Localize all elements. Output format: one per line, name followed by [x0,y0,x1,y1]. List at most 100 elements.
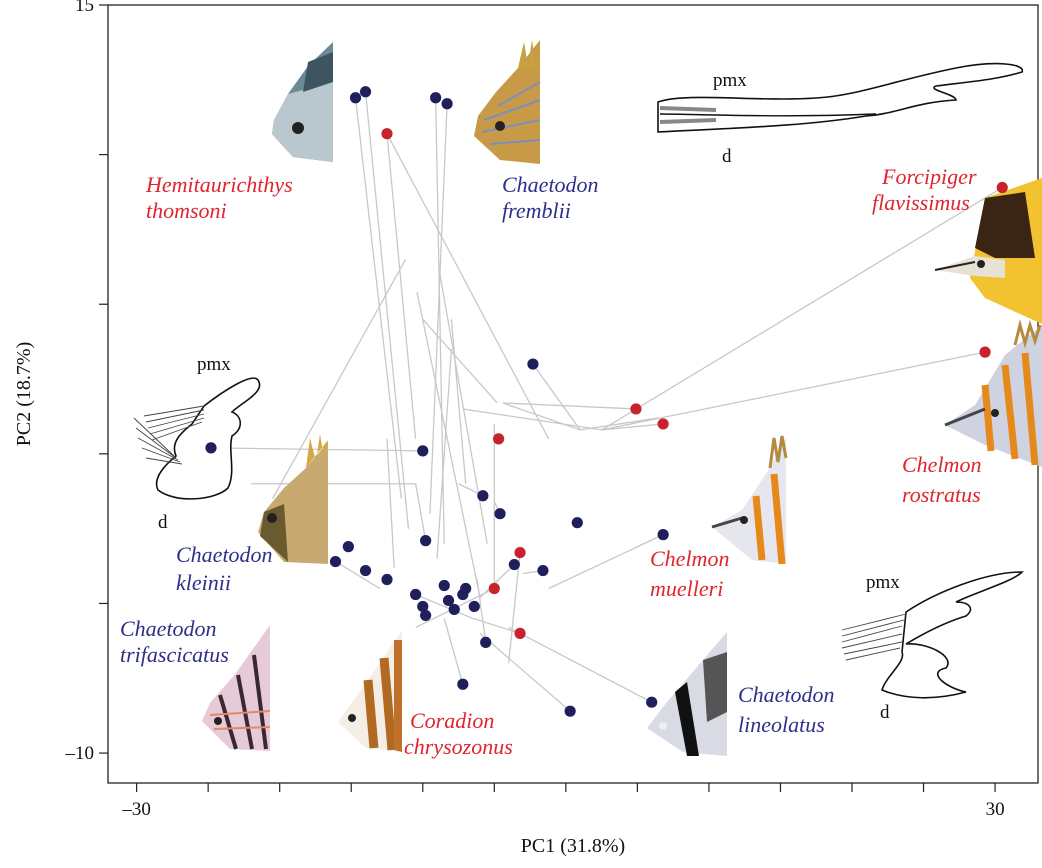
data-point-chaetodon [646,696,658,708]
data-point-chaetodon [527,358,539,370]
fish-photo-coradion [338,630,402,752]
data-point-other [630,403,642,415]
data-point-chaetodon [448,603,460,616]
tree-edge [532,363,581,431]
data-point-chaetodon [441,98,453,110]
tree-edge [502,402,581,431]
species-label-kleinii: Chaetodon kleinii [176,542,273,595]
jaw-label-pmx-right: pmx [866,572,900,593]
species-label-lineolatus-genus: Chaetodon [738,682,835,707]
tree-edge [462,408,602,431]
data-point-chaetodon [537,564,549,577]
jaw-label-d-left: d [158,512,168,533]
species-label-forcipiger-genus: Forcipiger [881,164,977,189]
tree-edge [436,349,453,559]
tree-edge [386,438,395,568]
species-label-chelmon-muelleri-genus: Chelmon [650,546,729,571]
tree-edge [601,351,986,431]
tree-edge [422,318,498,404]
tree-edge [507,552,521,664]
data-point-chaetodon [571,517,583,529]
y-axis-ticks: 15 –10 [65,0,108,764]
species-label-lineolatus-species: lineolatus [738,712,825,737]
species-label-coradion-species: chrysozonus [404,734,513,759]
tree-edge [502,402,636,410]
tree-edge [271,259,407,500]
fish-photo-forcipiger [934,178,1042,324]
fish-photo-chelmon-rostratus [944,319,1042,467]
y-tick-label: 15 [75,0,94,16]
data-point-other [514,627,526,639]
fish-photo-hemitaurichthys [272,42,333,162]
data-point-chaetodon [508,558,520,571]
species-label-kleinii-genus: Chaetodon [176,542,273,567]
jaw-diagram-forcipiger [841,571,1024,699]
tree-edge [508,626,652,703]
fish-photo-kleinii [258,434,328,564]
species-label-fremblii-species: fremblii [502,198,571,223]
y-axis-title: PC2 (18.7%) [13,342,35,446]
tree-edge [548,534,664,590]
tree-edge [580,417,659,431]
data-point-chaetodon [438,579,450,592]
species-label-chelmon-rostratus: Chelmon rostratus [902,452,981,507]
data-point-other [996,181,1008,194]
tree-edge [443,618,464,685]
x-tick-label: 30 [986,799,1005,820]
tree-edge [601,186,1003,431]
jaw-diagram-short [133,377,261,500]
data-point-chaetodon [381,573,393,586]
fish-photo-fremblii [474,40,541,164]
data-point-other [493,433,505,445]
points-chaetodon [205,86,669,717]
data-point-other [979,346,991,358]
jaw-label-d-top: d [722,146,732,167]
tree-edge [415,593,474,620]
species-label-forcipiger-species: flavissimus [872,190,970,215]
data-point-other [657,418,669,430]
species-label-coradion: Coradion chrysozonus [404,708,513,759]
fish-photo-chelmon-muelleri [711,435,788,565]
species-label-hemitaurichthys-species: thomsoni [146,198,227,223]
jaw-diagram-elongate [657,62,1023,133]
fish-photo-trifascicatus [202,625,271,751]
data-point-chaetodon [205,442,217,454]
tree-edge [479,632,571,712]
species-label-forcipiger: Forcipiger flavissimus [872,164,977,215]
species-label-chelmon-rostratus-species: rostratus [902,482,981,507]
species-label-coradion-genus: Coradion [410,708,494,733]
tree-edge [601,423,664,431]
species-label-fremblii: Chaetodon fremblii [502,172,599,223]
data-point-chaetodon [329,555,342,568]
tree-edge [386,133,417,439]
jaw-label-d-right: d [880,702,890,723]
data-point-chaetodon [410,588,422,601]
data-point-chaetodon [460,582,472,595]
jaw-label-pmx-top: pmx [713,70,747,91]
tree-edge [416,292,481,598]
tree-edge [386,133,550,440]
data-point-chaetodon [349,92,362,104]
tree-edge [450,319,467,484]
species-label-trifascicatus-species: trifascicatus [120,642,229,667]
species-label-hemitaurichthys: Hemitaurichthys thomsoni [145,172,293,223]
tree-edge [414,483,427,541]
species-label-hemitaurichthys-genus: Hemitaurichthys [145,172,293,197]
data-point-chaetodon [494,508,506,520]
data-point-chaetodon [457,678,469,690]
tree-edge [364,91,410,529]
data-point-chaetodon [442,594,455,607]
y-tick-label: –10 [65,743,95,764]
fish-photo-lineolatus [647,632,727,756]
x-axis-ticks: –30 30 [121,783,1005,820]
data-point-chaetodon [477,490,489,502]
data-point-chaetodon [342,541,354,553]
tree-edge [476,579,487,643]
species-label-kleinii-species: kleinii [176,570,231,595]
species-label-chelmon-muelleri-species: muelleri [650,576,723,601]
data-point-chaetodon [417,600,429,613]
data-point-other [381,128,393,140]
jaw-label-pmx-left: pmx [197,354,231,375]
tree-edge [354,97,402,499]
